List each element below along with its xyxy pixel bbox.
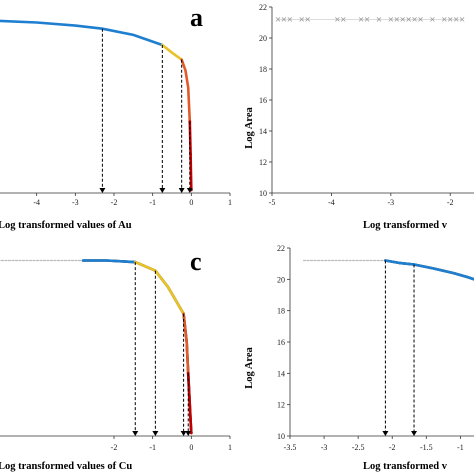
panel-d-y-tick-label: 12 xyxy=(277,401,285,410)
panel-b-data-point xyxy=(287,17,293,22)
panel-d-series-2 xyxy=(384,259,416,266)
panel-b-y-tick-label: 22 xyxy=(259,3,267,12)
panel-a-threshold-arrowhead xyxy=(186,188,193,193)
panel-b-x-tick-label: -3 xyxy=(387,198,394,207)
panel-d-y-tick-label: 18 xyxy=(277,307,285,316)
panel-b-x-tick-label: -2 xyxy=(447,198,454,207)
panel-a: a Log transformed values of Au -4 -3 -2 -1 0… xyxy=(0,3,232,231)
panel-c-series-5 xyxy=(186,371,193,435)
panel-d-x-tick-label: -2 xyxy=(389,443,396,452)
panel-b-y-tick-label: 12 xyxy=(259,158,267,167)
panel-a-x-tick-label: 0 xyxy=(189,198,193,207)
panel-d-threshold-arrowhead xyxy=(382,431,389,436)
panel-c-threshold-arrowhead xyxy=(180,431,187,436)
panel-b-y-tick-label: 14 xyxy=(259,127,267,136)
panel-c: c Log transformed values of Cu -2 -1 0 1 xyxy=(0,247,232,472)
panel-c-threshold-arrowhead xyxy=(185,431,192,436)
panel-a-x-tick-label: -2 xyxy=(111,198,118,207)
panel-b-y-tick-label: 16 xyxy=(259,96,267,105)
panel-d-y-tick-label: 10 xyxy=(277,432,285,441)
panel-c-x-tick-label: 0 xyxy=(189,443,193,452)
panel-d-series-3 xyxy=(412,263,474,281)
panel-b-data-point xyxy=(430,17,435,22)
panel-c-x-tick-label: -1 xyxy=(149,443,156,452)
panel-c-data-point xyxy=(189,431,193,435)
panel-d-y-tick-label: 16 xyxy=(277,338,285,347)
panel-b-y-tick-label: 20 xyxy=(259,34,267,43)
panel-c-threshold-arrowhead xyxy=(152,431,159,436)
panel-b-data-point xyxy=(281,17,287,22)
panel-d-y-tick-label: 22 xyxy=(277,244,285,253)
panel-a-x-tick-label: -3 xyxy=(72,198,79,207)
panel-b-x-tick-label: -4 xyxy=(328,198,335,207)
panel-b-data-point xyxy=(275,17,281,22)
panel-b-data-point xyxy=(335,17,340,22)
panel-c-series-3 xyxy=(134,260,185,316)
panel-c-threshold-arrowhead xyxy=(132,431,139,436)
panel-b-data-point xyxy=(341,17,346,22)
panel-d-y-axis-label: Log Area xyxy=(244,346,255,388)
panel-a-x-axis-label: Log transformed values of Au xyxy=(0,220,132,231)
panel-c-letter: c xyxy=(190,247,202,276)
panel-d-x-tick-label: -2.5 xyxy=(352,443,365,452)
panel-d-threshold-arrowhead xyxy=(411,431,418,436)
panel-a-threshold-arrowhead xyxy=(159,188,166,193)
panel-b-x-tick-label: -5 xyxy=(269,198,276,207)
panel-c-data-point xyxy=(189,418,192,422)
panel-b-data-point xyxy=(447,17,453,22)
panel-d: Log transformed v Log Area -3.5 -3 -2.5 -2 -… xyxy=(244,244,474,472)
panel-b-data-point xyxy=(388,17,394,22)
panel-a-x-tick-label: -1 xyxy=(149,198,156,207)
panel-b-data-point xyxy=(442,17,447,22)
panel-a-x-tick-label: -4 xyxy=(33,198,40,207)
panel-b-y-tick-label: 10 xyxy=(259,189,267,198)
panel-c-x-tick-label: -2 xyxy=(111,443,118,452)
panel-b-data-point xyxy=(358,17,364,22)
panel-d-x-tick-label: -3 xyxy=(321,443,328,452)
panel-b-data-point xyxy=(376,17,382,22)
panel-d-x-tick-label: -1.5 xyxy=(420,443,433,452)
panel-b-data-point xyxy=(305,17,310,22)
panel-d-x-tick-label: -1 xyxy=(457,443,464,452)
panel-b-data-point xyxy=(400,17,405,22)
panel-a-threshold-arrowhead xyxy=(178,188,185,193)
panel-d-y-tick-label: 20 xyxy=(277,275,285,284)
panel-c-x-tick-label: 1 xyxy=(228,443,232,452)
panel-b-x-axis-label: Log transformed v xyxy=(363,220,448,231)
panel-d-x-axis-label: Log transformed v xyxy=(363,461,448,472)
panel-a-letter: a xyxy=(190,3,203,32)
panel-b-data-point xyxy=(418,17,423,22)
panel-b-y-tick-label: 18 xyxy=(259,65,267,74)
panel-a-series-3 xyxy=(180,58,192,123)
panel-c-series-2 xyxy=(81,259,137,264)
panel-b-data-point xyxy=(299,17,304,22)
panel-b-y-axis-label: Log Area xyxy=(244,106,255,148)
panel-b-data-point xyxy=(364,17,370,22)
panel-d-x-tick-label: -3.5 xyxy=(284,443,297,452)
panel-a-threshold-arrowhead xyxy=(99,188,106,193)
panel-a-x-tick-label: 1 xyxy=(228,198,232,207)
panel-b-data-point xyxy=(394,17,400,22)
panel-d-y-tick-label: 14 xyxy=(277,369,285,378)
panel-b-data-point xyxy=(406,17,411,22)
panel-a-series-2 xyxy=(161,43,183,62)
panel-b: Log transformed v Log Area -5 -4 -3 -2 10 12 1… xyxy=(244,3,474,231)
panel-c-series-1 xyxy=(81,259,193,435)
panel-c-x-axis-label: Log transformed values of Cu xyxy=(0,461,132,472)
panel-c-series-4 xyxy=(182,312,190,375)
panel-a-series-1 xyxy=(0,19,164,47)
panel-b-data-point xyxy=(459,17,465,22)
panel-b-data-point xyxy=(453,17,459,22)
panel-b-data-point xyxy=(412,17,417,22)
